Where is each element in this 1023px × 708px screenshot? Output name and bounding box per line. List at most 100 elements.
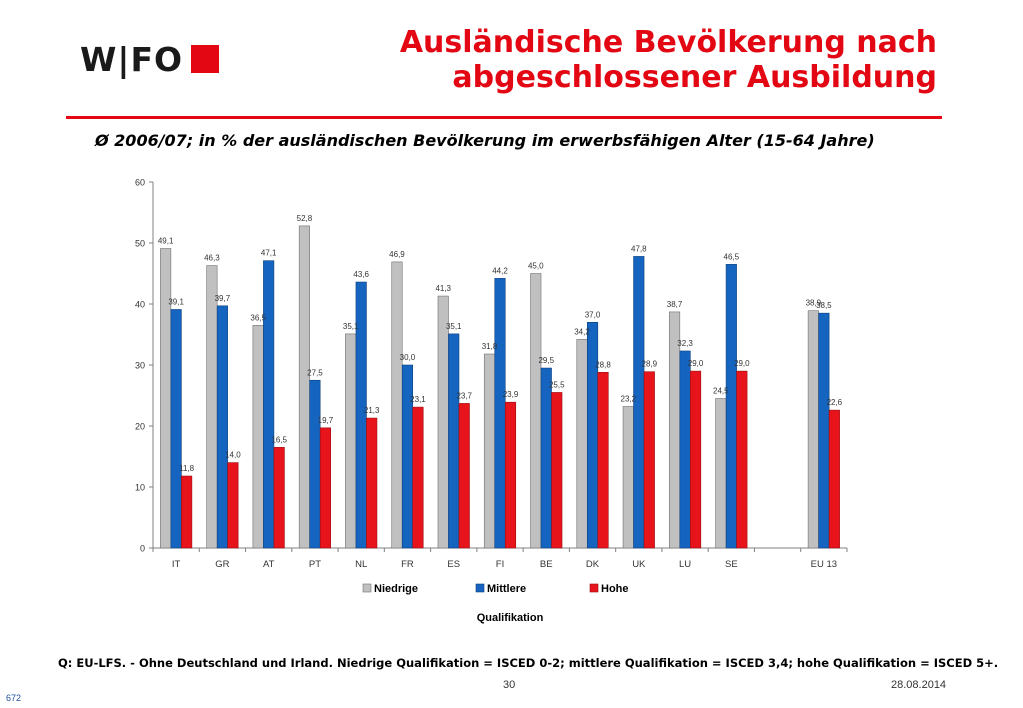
logo-text: W|FO xyxy=(80,39,184,79)
slide-date: 28.08.2014 xyxy=(891,679,947,691)
bar-value-label: 23,1 xyxy=(410,395,426,404)
bar-value-label: 46,5 xyxy=(724,252,740,261)
bar-mittlere xyxy=(309,379,321,549)
bar-niedrige xyxy=(298,225,310,549)
bar-mittlere xyxy=(216,305,228,549)
x-tick-label: GR xyxy=(215,559,229,570)
chart-legend: Niedrige Mittlere Hohe Qualifikation xyxy=(362,583,629,624)
bar-value-label: 28,8 xyxy=(595,360,611,369)
y-tick-label: 60 xyxy=(135,178,145,188)
bar-mittlere xyxy=(401,364,414,549)
bar-hohe xyxy=(736,370,748,549)
bar-mittlere xyxy=(818,312,830,549)
bar-value-label: 36,5 xyxy=(250,313,266,322)
bar-value-label: 35,1 xyxy=(343,322,359,331)
bar-hohe xyxy=(319,427,331,549)
bar-value-label: 23,7 xyxy=(456,391,472,400)
bar-value-label: 22,6 xyxy=(827,398,843,407)
bar-value-label: 14,0 xyxy=(225,451,241,460)
bar-hohe xyxy=(412,406,424,549)
bar-value-label: 43,6 xyxy=(353,270,369,279)
bar-value-label: 41,3 xyxy=(435,284,451,293)
bar-niedrige xyxy=(530,273,542,549)
y-tick-label: 10 xyxy=(135,483,145,493)
bar-value-label: 39,1 xyxy=(168,297,184,306)
x-tick-label: FI xyxy=(496,559,504,570)
slide-id: 672 xyxy=(6,693,22,703)
legend-label-mittlere: Mittlere xyxy=(487,583,526,595)
bar-mittlere xyxy=(170,309,182,549)
bar-niedrige xyxy=(622,406,634,549)
bar-value-label: 29,0 xyxy=(734,359,750,368)
bar-hohe xyxy=(597,372,609,549)
bar-niedrige xyxy=(206,265,218,549)
bar-value-label: 49,1 xyxy=(158,236,174,245)
bar-niedrige xyxy=(160,248,172,549)
y-tick-label: 40 xyxy=(135,300,145,310)
wifo-logo: W|FO xyxy=(80,39,220,79)
bar-value-label: 24,5 xyxy=(713,387,729,396)
bar-niedrige xyxy=(391,261,403,549)
y-tick-label: 20 xyxy=(135,422,145,432)
bar-mittlere xyxy=(263,260,275,549)
legend-label-hohe: Hohe xyxy=(601,583,629,595)
bar-value-label: 23,9 xyxy=(503,390,519,399)
bar-value-label: 29,0 xyxy=(688,359,704,368)
x-tick-label: IT xyxy=(172,559,181,570)
x-tick-label: BE xyxy=(540,559,553,570)
bar-value-label: 32,3 xyxy=(677,339,693,348)
x-tick-label: NL xyxy=(355,559,367,570)
x-axis-title: Qualifikation xyxy=(477,612,544,624)
bar-niedrige xyxy=(252,325,264,549)
legend-swatch-hohe xyxy=(589,583,599,593)
bar-value-label: 34,2 xyxy=(574,327,590,336)
bar-value-label: 38,7 xyxy=(667,300,683,309)
bar-niedrige xyxy=(715,398,727,549)
bar-hohe xyxy=(504,401,517,549)
bar-hohe xyxy=(690,370,702,549)
y-tick-label: 0 xyxy=(140,544,145,554)
bar-hohe xyxy=(551,392,563,549)
bar-mittlere xyxy=(355,281,367,549)
bar-value-label: 38,9 xyxy=(806,299,822,308)
bar-hohe xyxy=(273,447,285,549)
bar-hohe xyxy=(458,403,470,549)
y-tick-label: 30 xyxy=(135,361,145,371)
bar-mittlere xyxy=(448,333,460,549)
bar-niedrige xyxy=(483,353,496,549)
bar-value-label: 16,5 xyxy=(271,435,287,444)
bar-value-label: 52,8 xyxy=(297,214,313,223)
bar-value-label: 46,9 xyxy=(389,250,405,259)
bar-value-label: 28,9 xyxy=(642,360,658,369)
bar-value-label: 47,8 xyxy=(631,244,647,253)
bar-hohe xyxy=(828,409,840,549)
bar-value-label: 46,3 xyxy=(204,254,220,263)
bar-value-label: 11,8 xyxy=(179,464,195,473)
bar-hohe xyxy=(366,417,378,549)
bar-value-label: 45,0 xyxy=(528,262,544,271)
bar-mittlere xyxy=(679,350,691,549)
bar-mittlere xyxy=(540,367,552,549)
bar-value-label: 47,1 xyxy=(261,249,277,258)
x-tick-label: LU xyxy=(679,559,691,570)
bar-niedrige xyxy=(576,339,588,549)
legend-swatch-niedrige xyxy=(362,583,372,593)
bar-value-label: 37,0 xyxy=(585,310,601,319)
bar-hohe xyxy=(643,371,655,549)
bar-niedrige xyxy=(807,310,819,549)
page-number: 30 xyxy=(503,679,516,691)
y-tick-label: 50 xyxy=(135,239,145,249)
bar-mittlere xyxy=(725,264,737,549)
title-line-2: abgeschlossener Ausbildung xyxy=(452,60,937,95)
bar-value-label: 19,7 xyxy=(318,416,334,425)
bar-value-label: 39,7 xyxy=(215,294,231,303)
x-tick-label: FR xyxy=(401,559,414,570)
bar-value-label: 31,8 xyxy=(482,342,498,351)
bar-mittlere xyxy=(494,278,506,549)
bar-hohe xyxy=(227,462,239,549)
bar-niedrige xyxy=(345,333,357,549)
x-tick-label: UK xyxy=(632,559,646,570)
chart-value-labels: 49,1 46,3 36,5 52,8 35,1 46,9 41,3 31,8 45,0 34,2… xyxy=(158,214,843,473)
bar-value-label: 38,5 xyxy=(816,301,832,310)
